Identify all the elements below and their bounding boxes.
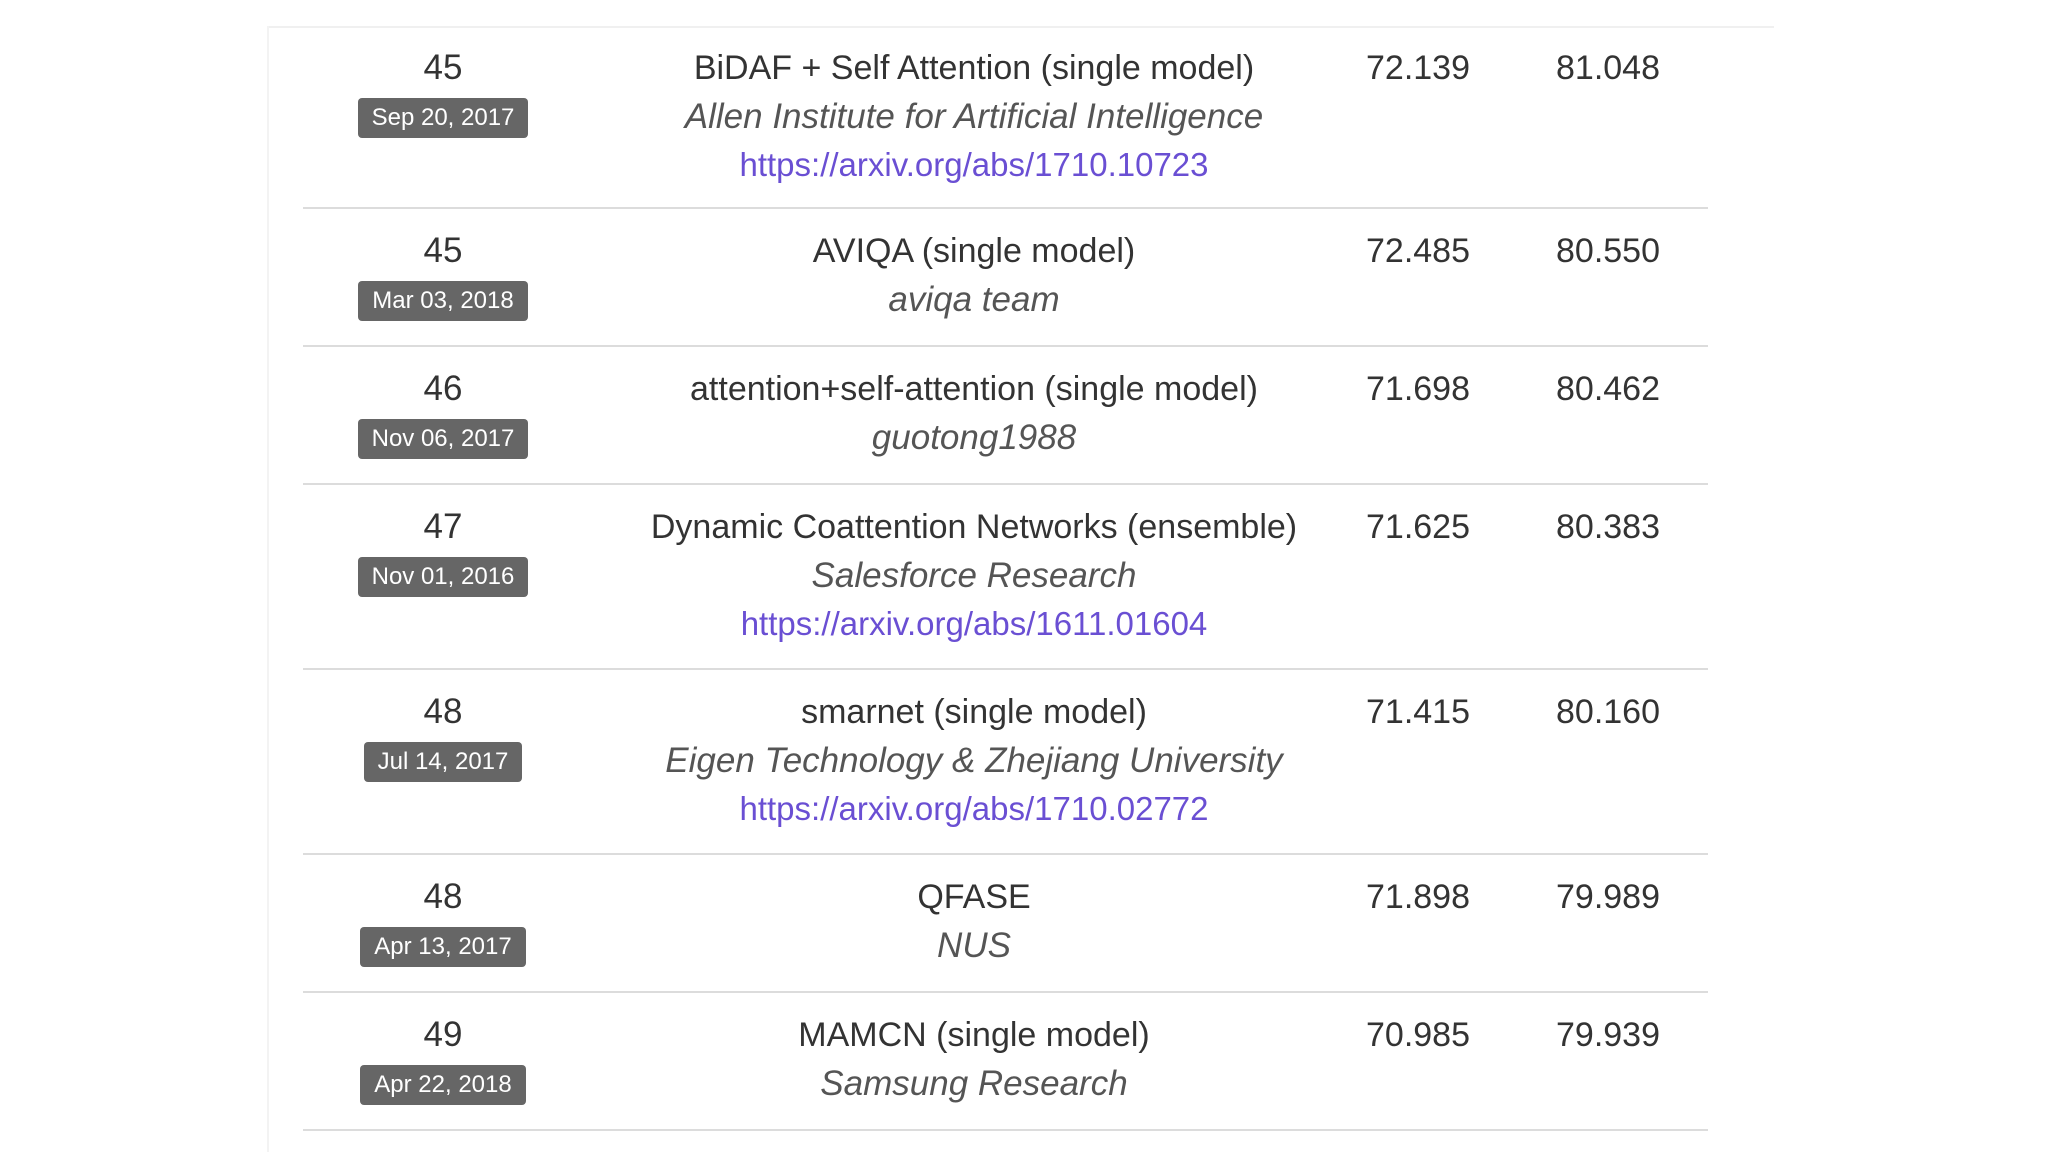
rank-number: 45 — [423, 231, 463, 270]
table-row: 45 Mar 03, 2018 AVIQA (single model) avi… — [303, 209, 1708, 347]
paper-link[interactable]: https://arxiv.org/abs/1710.10723 — [739, 146, 1209, 183]
model-organization: guotong1988 — [871, 418, 1077, 457]
model-organization: Salesforce Research — [811, 556, 1137, 595]
panel-left-border — [267, 26, 269, 1152]
model-name: smarnet (single model) — [801, 693, 1147, 731]
table-row: 47 Nov 01, 2016 Dynamic Coattention Netw… — [303, 485, 1708, 670]
em-score: 71.698 — [1366, 370, 1470, 408]
em-score: 72.485 — [1366, 232, 1470, 270]
date-badge: Sep 20, 2017 — [357, 98, 529, 138]
model-cell: MAMCN (single model) Samsung Research — [593, 993, 1355, 1106]
model-name: BiDAF + Self Attention (single model) — [693, 49, 1255, 87]
model-organization: NUS — [937, 926, 1011, 965]
f1-score: 81.048 — [1556, 49, 1660, 87]
f1-score: 79.989 — [1556, 878, 1660, 916]
model-cell: QFASE NUS — [593, 855, 1355, 968]
rank-number: 46 — [423, 369, 463, 408]
rank-cell: 48 Apr 13, 2017 — [303, 855, 583, 967]
rank-cell: 48 Jul 14, 2017 — [303, 670, 583, 782]
em-score: 71.898 — [1366, 878, 1470, 916]
model-name: Dynamic Coattention Networks (ensemble) — [650, 508, 1298, 546]
f1-score: 80.462 — [1556, 370, 1660, 408]
model-cell: BiDAF + Self Attention (single model) Al… — [593, 26, 1355, 186]
model-name: attention+self-attention (single model) — [690, 370, 1258, 408]
model-organization: Allen Institute for Artificial Intellige… — [684, 97, 1264, 136]
rank-number: 49 — [423, 1015, 463, 1054]
rank-cell: 46 Nov 06, 2017 — [303, 347, 583, 459]
em-score: 72.139 — [1366, 49, 1470, 87]
panel-top-border — [267, 26, 1774, 28]
rank-cell: 45 Mar 03, 2018 — [303, 209, 583, 321]
f1-score: 79.939 — [1556, 1016, 1660, 1054]
table-row: 49 Apr 22, 2018 MAMCN (single model) Sam… — [303, 993, 1708, 1131]
date-badge: Nov 01, 2016 — [357, 557, 529, 597]
rank-cell: 49 Apr 22, 2018 — [303, 993, 583, 1105]
model-organization: Samsung Research — [820, 1064, 1128, 1103]
em-score: 71.415 — [1366, 693, 1470, 731]
model-organization: aviqa team — [888, 280, 1060, 319]
date-badge: Mar 03, 2018 — [358, 281, 528, 321]
table-row: 48 Jul 14, 2017 smarnet (single model) E… — [303, 670, 1708, 855]
leaderboard-table: 45 Sep 20, 2017 BiDAF + Self Attention (… — [303, 26, 1708, 1131]
paper-link[interactable]: https://arxiv.org/abs/1611.01604 — [740, 605, 1208, 642]
paper-link[interactable]: https://arxiv.org/abs/1710.02772 — [739, 790, 1209, 827]
rank-number: 48 — [423, 877, 463, 916]
table-row: 45 Sep 20, 2017 BiDAF + Self Attention (… — [303, 26, 1708, 209]
rank-cell: 47 Nov 01, 2016 — [303, 485, 583, 597]
rank-number: 47 — [423, 507, 463, 546]
rank-number: 45 — [423, 48, 463, 87]
f1-score: 80.550 — [1556, 232, 1660, 270]
model-cell: smarnet (single model) Eigen Technology … — [593, 670, 1355, 830]
table-row: 46 Nov 06, 2017 attention+self-attention… — [303, 347, 1708, 485]
model-name: MAMCN (single model) — [798, 1016, 1150, 1054]
model-cell: Dynamic Coattention Networks (ensemble) … — [593, 485, 1355, 645]
date-badge: Nov 06, 2017 — [357, 419, 529, 459]
em-score: 71.625 — [1366, 508, 1470, 546]
rank-cell: 45 Sep 20, 2017 — [303, 26, 583, 138]
model-organization: Eigen Technology & Zhejiang University — [665, 741, 1283, 780]
date-badge: Jul 14, 2017 — [363, 742, 523, 782]
model-cell: attention+self-attention (single model) … — [593, 347, 1355, 460]
model-name: QFASE — [917, 878, 1031, 916]
table-row: 48 Apr 13, 2017 QFASE NUS 71.898 79.989 — [303, 855, 1708, 993]
em-score: 70.985 — [1366, 1016, 1470, 1054]
f1-score: 80.160 — [1556, 693, 1660, 731]
model-cell: AVIQA (single model) aviqa team — [593, 209, 1355, 322]
date-badge: Apr 22, 2018 — [360, 1065, 526, 1105]
rank-number: 48 — [423, 692, 463, 731]
model-name: AVIQA (single model) — [812, 232, 1136, 270]
date-badge: Apr 13, 2017 — [360, 927, 526, 967]
f1-score: 80.383 — [1556, 508, 1660, 546]
